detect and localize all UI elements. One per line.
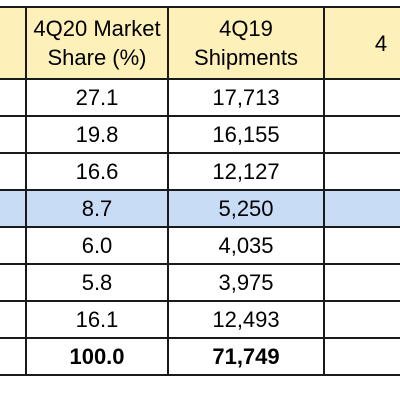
- total-shipments-cell: 71,749: [167, 337, 325, 376]
- table-row: 16.1 12,493: [0, 300, 400, 339]
- truncated-cell: [323, 115, 400, 154]
- row-label-cell: [0, 189, 27, 228]
- truncated-cell: [323, 226, 400, 265]
- shipments-cell: 5,250: [167, 189, 325, 228]
- table-row: 19.8 16,155: [0, 115, 400, 154]
- shipments-cell: 17,713: [167, 78, 325, 117]
- header-cell-truncated: 4: [323, 6, 400, 80]
- table-row: 6.0 4,035: [0, 226, 400, 265]
- market-share-cell: 6.0: [25, 226, 169, 265]
- table-row: 5.8 3,975: [0, 263, 400, 302]
- row-label-cell: [0, 152, 27, 191]
- shipments-cell: 3,975: [167, 263, 325, 302]
- row-label-cell: [0, 337, 27, 376]
- market-share-table: s 4Q20 Market Share (%) 4Q19 Shipments 4: [0, 6, 400, 376]
- shipments-cell: 12,127: [167, 152, 325, 191]
- header-cell-market-share: 4Q20 Market Share (%): [25, 6, 169, 80]
- header-shipments-line2: Shipments: [194, 45, 298, 70]
- header-market-share-line2: Share (%): [47, 45, 147, 70]
- header-truncated-line1: 4: [374, 30, 388, 56]
- row-label-cell: [0, 115, 27, 154]
- market-share-cell: 16.6: [25, 152, 169, 191]
- market-share-cell: 5.8: [25, 263, 169, 302]
- header-shipments-line1: 4Q19: [219, 16, 273, 41]
- table-row: 27.1 17,713: [0, 78, 400, 117]
- truncated-cell: [323, 78, 400, 117]
- row-label-cell: [0, 263, 27, 302]
- truncated-cell: [323, 337, 400, 376]
- truncated-cell: [323, 189, 400, 228]
- header-cell-shipments: 4Q19 Shipments: [167, 6, 325, 80]
- shipments-cell: 16,155: [167, 115, 325, 154]
- shipments-cell: 12,493: [167, 300, 325, 339]
- row-label-cell: [0, 226, 27, 265]
- header-cell-company: s: [0, 6, 27, 80]
- market-share-cell: 8.7: [25, 189, 169, 228]
- header-row: s 4Q20 Market Share (%) 4Q19 Shipments 4: [0, 6, 400, 80]
- total-row: 100.0 71,749: [0, 337, 400, 376]
- shipments-cell: 4,035: [167, 226, 325, 265]
- row-label-cell: [0, 78, 27, 117]
- truncated-cell: [323, 300, 400, 339]
- truncated-cell: [323, 263, 400, 302]
- row-label-cell: [0, 300, 27, 339]
- market-share-cell: 16.1: [25, 300, 169, 339]
- market-share-cell: 27.1: [25, 78, 169, 117]
- truncated-cell: [323, 152, 400, 191]
- market-share-cell: 19.8: [25, 115, 169, 154]
- header-market-share-line1: 4Q20 Market: [33, 16, 161, 41]
- total-market-share-cell: 100.0: [25, 337, 169, 376]
- table-row: 16.6 12,127: [0, 152, 400, 191]
- table-row-highlighted: 8.7 5,250: [0, 189, 400, 228]
